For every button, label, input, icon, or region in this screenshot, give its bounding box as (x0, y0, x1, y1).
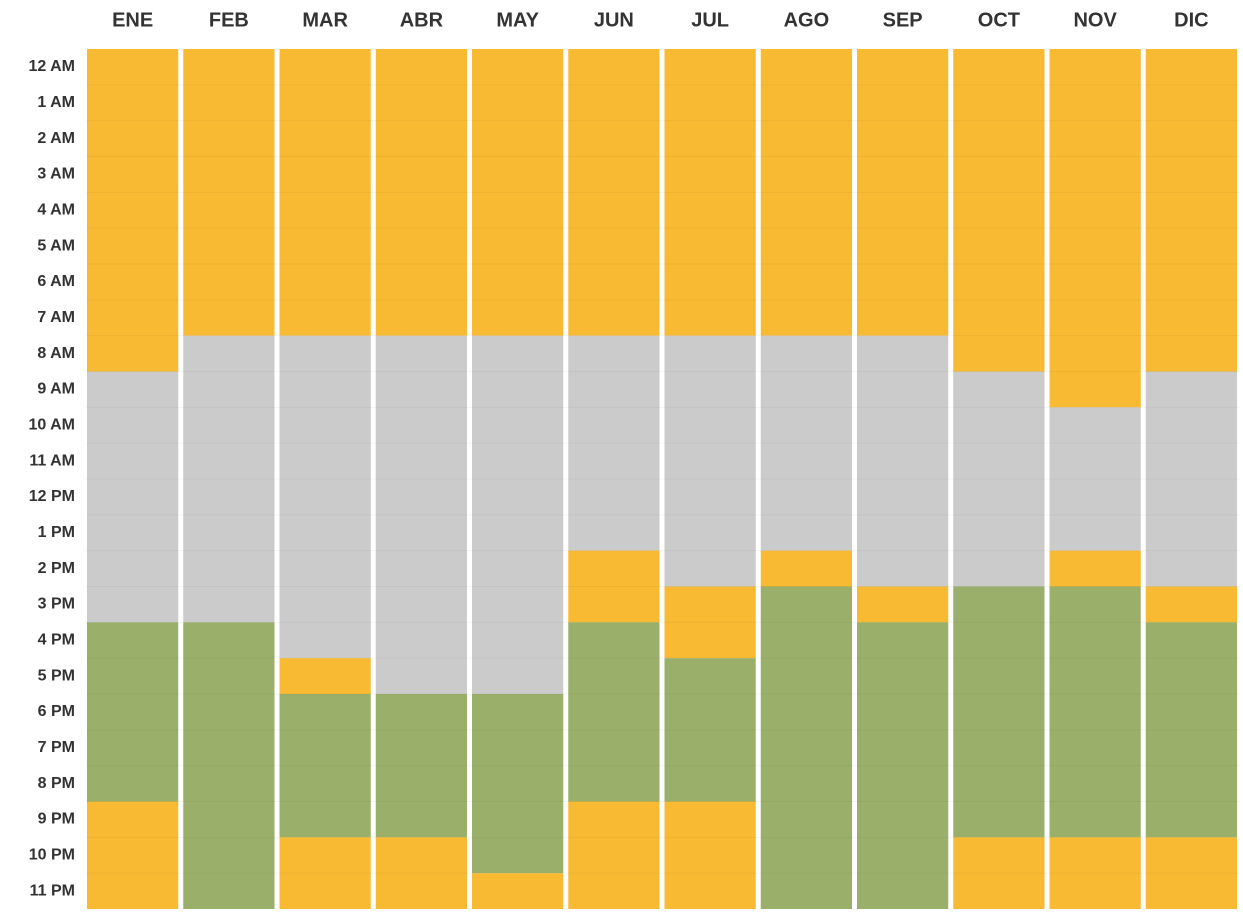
bar-segment (664, 335, 756, 587)
bar-segment (857, 622, 949, 909)
bar-segment (87, 622, 179, 802)
bar-segment (1145, 622, 1237, 838)
bar-segment (279, 49, 371, 336)
y-tick-label: 6 AM (37, 273, 75, 290)
y-tick-label: 9 PM (38, 811, 75, 828)
bar-segment (664, 801, 756, 909)
bar-segment (568, 335, 660, 551)
bar-segment (87, 371, 179, 623)
y-tick-label: 5 AM (37, 237, 75, 254)
y-tick-label: 4 AM (37, 201, 75, 218)
x-tick-label: OCT (978, 9, 1020, 31)
bar-segment (472, 335, 564, 694)
y-tick-label: 8 AM (37, 345, 75, 362)
bar-segment (279, 658, 371, 694)
bar-segment (375, 335, 467, 694)
bar-segment (953, 837, 1045, 909)
y-tick-label: 11 AM (29, 452, 75, 469)
bar-segment (375, 694, 467, 838)
y-tick-label: 12 AM (28, 58, 75, 75)
bar-segment (183, 49, 275, 336)
y-tick-label: 4 PM (38, 631, 75, 648)
x-tick-label: JUN (594, 9, 634, 31)
y-tick-label: 6 PM (38, 703, 75, 720)
bar-segment (568, 622, 660, 802)
bar-segment (1049, 550, 1141, 587)
bar-segment (279, 694, 371, 838)
y-tick-label: 5 PM (38, 667, 75, 684)
bar-segment (375, 837, 467, 909)
bar-segment (568, 550, 660, 623)
y-tick-label: 11 PM (30, 882, 75, 899)
y-tick-label: 3 PM (38, 596, 75, 613)
bar-segment (953, 586, 1045, 838)
y-tick-label: 10 PM (29, 846, 75, 863)
y-tick-label: 10 AM (28, 416, 75, 433)
bar-segment (1145, 837, 1237, 909)
bar-segment (664, 49, 756, 336)
x-tick-label: MAY (496, 9, 539, 31)
bar-segment (472, 873, 564, 909)
y-tick-label: 7 AM (37, 309, 75, 326)
bar-segment (568, 49, 660, 336)
x-tick-label: FEB (209, 9, 249, 31)
bar-segment (760, 49, 852, 336)
x-tick-label: SEP (883, 9, 923, 31)
x-tick-label: ENE (112, 9, 153, 31)
y-tick-label: 2 PM (38, 560, 75, 577)
bar-segment (279, 335, 371, 659)
bar-segment (857, 335, 949, 587)
x-tick-label: MAR (302, 9, 348, 31)
bar-segment (279, 837, 371, 909)
x-tick-label: JUL (691, 9, 729, 31)
y-tick-label: 2 AM (37, 130, 75, 147)
bar-segment (1145, 371, 1237, 587)
bar-segment (664, 658, 756, 802)
y-tick-label: 8 PM (38, 775, 75, 792)
y-tick-label: 1 PM (38, 524, 75, 541)
bar-segment (1049, 586, 1141, 838)
y-tick-label: 1 AM (37, 94, 75, 111)
bar-segment (760, 586, 852, 909)
x-tick-label: AGO (784, 9, 830, 31)
bar-segment (953, 49, 1045, 372)
x-tick-label: ABR (400, 9, 444, 31)
bar-segment (375, 49, 467, 336)
bar-segment (1049, 837, 1141, 909)
bar-segment (760, 335, 852, 551)
bar-segment (472, 49, 564, 336)
bar-segment (857, 586, 949, 623)
bar-segment (87, 801, 179, 909)
y-tick-label: 7 PM (38, 739, 75, 756)
y-tick-label: 12 PM (29, 488, 75, 505)
x-tick-label: NOV (1073, 9, 1117, 31)
bar-segment (1049, 407, 1141, 551)
bar-segment (760, 550, 852, 587)
bar-segment (183, 622, 275, 909)
bar-segment (568, 801, 660, 909)
x-tick-label: DIC (1174, 9, 1208, 31)
y-tick-label: 3 AM (37, 166, 75, 183)
bar-segment (953, 371, 1045, 587)
bar-segment (857, 49, 949, 336)
bar-segment (1049, 49, 1141, 408)
bar-segment (87, 49, 179, 372)
bar-segment (183, 335, 275, 623)
bar-segment (1145, 49, 1237, 372)
bar-segment (1145, 586, 1237, 623)
bar-segment (472, 694, 564, 874)
bar-segment (664, 586, 756, 659)
y-tick-label: 9 AM (37, 381, 75, 398)
